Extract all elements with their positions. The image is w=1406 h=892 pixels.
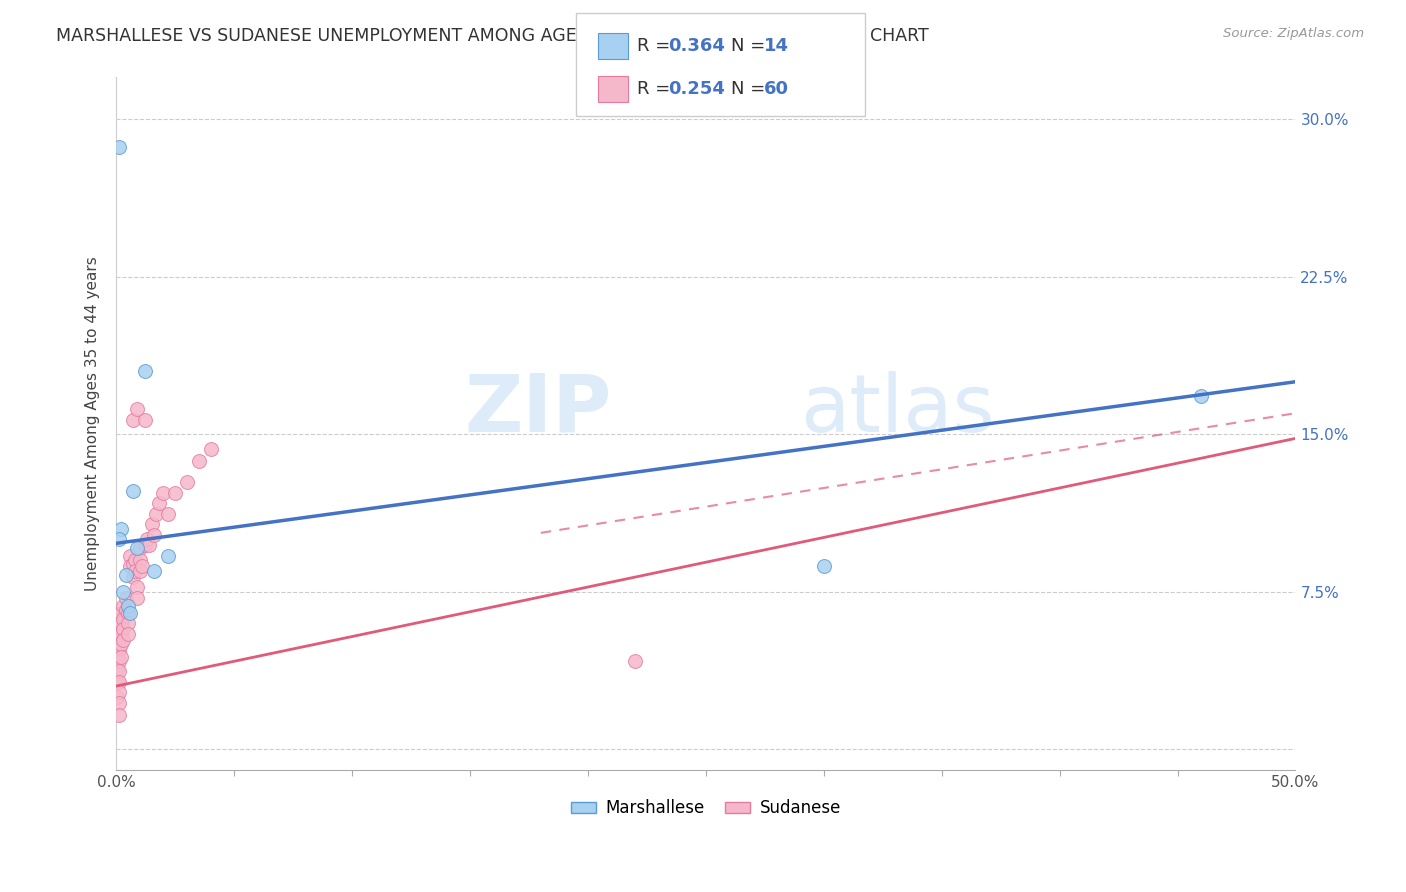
Point — [200, 442, 222, 456]
Point — [117, 616, 139, 631]
Point — [127, 541, 149, 555]
Point — [120, 549, 142, 563]
Point — [112, 632, 135, 647]
Point — [117, 626, 139, 640]
Point — [112, 612, 135, 626]
Point — [1189, 389, 1212, 403]
Point — [112, 599, 135, 614]
Point — [128, 541, 150, 555]
Text: ZIP: ZIP — [464, 371, 612, 449]
Point — [107, 643, 129, 657]
Point — [624, 654, 647, 668]
Point — [107, 616, 129, 631]
Point — [157, 507, 180, 521]
Point — [143, 528, 166, 542]
Point — [176, 475, 198, 490]
Point — [107, 624, 129, 639]
Point — [136, 532, 159, 546]
Point — [134, 538, 156, 552]
Point — [121, 558, 143, 572]
Point — [121, 483, 143, 498]
Point — [134, 412, 156, 426]
Point — [110, 649, 132, 664]
Point — [141, 517, 163, 532]
Point — [107, 652, 129, 666]
Point — [145, 507, 167, 521]
Point — [124, 553, 146, 567]
Point — [127, 581, 149, 595]
Point — [107, 641, 129, 656]
Text: 0.364: 0.364 — [668, 37, 724, 55]
Point — [143, 564, 166, 578]
Point — [107, 654, 129, 668]
Text: Source: ZipAtlas.com: Source: ZipAtlas.com — [1223, 27, 1364, 40]
Text: R =: R = — [637, 80, 676, 98]
Point — [112, 623, 135, 637]
Point — [107, 662, 129, 676]
Point — [110, 637, 132, 651]
Point — [120, 559, 142, 574]
Point — [157, 549, 180, 563]
Point — [117, 599, 139, 614]
Text: R =: R = — [637, 37, 676, 55]
Point — [110, 626, 132, 640]
Point — [114, 567, 136, 582]
Text: N =: N = — [731, 80, 770, 98]
Point — [110, 616, 132, 631]
Point — [107, 708, 129, 723]
Point — [120, 606, 142, 620]
Point — [107, 139, 129, 153]
Point — [813, 559, 835, 574]
Point — [110, 606, 132, 620]
Point — [112, 584, 135, 599]
Point — [152, 486, 174, 500]
Point — [107, 696, 129, 710]
Text: N =: N = — [731, 37, 770, 55]
Point — [131, 559, 153, 574]
Point — [114, 603, 136, 617]
Point — [107, 690, 129, 704]
Point — [148, 496, 170, 510]
Point — [107, 685, 129, 699]
Text: 14: 14 — [763, 37, 789, 55]
Point — [107, 532, 129, 546]
Point — [107, 665, 129, 679]
Point — [121, 570, 143, 584]
Y-axis label: Unemployment Among Ages 35 to 44 years: Unemployment Among Ages 35 to 44 years — [86, 256, 100, 591]
Point — [117, 606, 139, 620]
Point — [107, 632, 129, 647]
Point — [187, 454, 209, 468]
Point — [110, 522, 132, 536]
Point — [127, 402, 149, 417]
Point — [107, 674, 129, 689]
Point — [128, 553, 150, 567]
Point — [114, 591, 136, 605]
Point — [124, 564, 146, 578]
Point — [128, 564, 150, 578]
Point — [165, 486, 187, 500]
Text: atlas: atlas — [800, 371, 994, 449]
Point — [121, 412, 143, 426]
Text: 60: 60 — [763, 80, 789, 98]
Point — [138, 538, 160, 552]
Point — [127, 591, 149, 605]
Point — [108, 612, 131, 626]
Point — [107, 674, 129, 689]
Point — [107, 626, 129, 640]
Text: MARSHALLESE VS SUDANESE UNEMPLOYMENT AMONG AGES 35 TO 44 YEARS CORRELATION CHART: MARSHALLESE VS SUDANESE UNEMPLOYMENT AMO… — [56, 27, 929, 45]
Point — [134, 364, 156, 378]
Text: 0.254: 0.254 — [668, 80, 724, 98]
Legend: Marshallese, Sudanese: Marshallese, Sudanese — [564, 793, 848, 824]
